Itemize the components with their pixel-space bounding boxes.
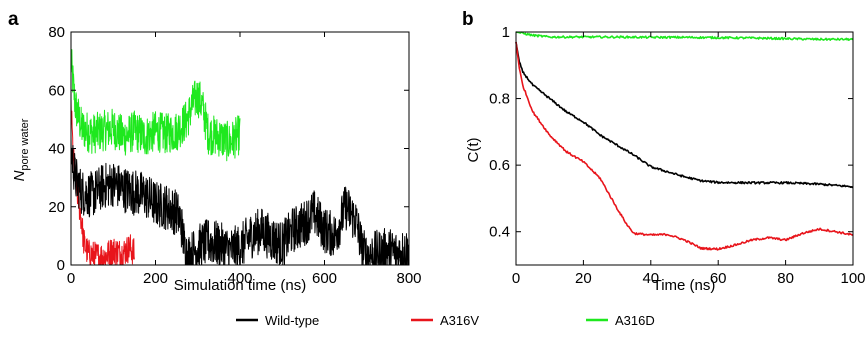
panel-a-ticks: 0 200 400 600 800 0 20 40 60 80 bbox=[48, 24, 421, 287]
panel-b-xtick-label: 0 bbox=[512, 270, 520, 287]
panel-a-ylabel: Npore water bbox=[11, 118, 31, 181]
panel-b-xlabel: Time (ns) bbox=[653, 277, 716, 294]
panel-a-xtick-label: 0 bbox=[67, 270, 75, 287]
panel-a-xtick-label: 400 bbox=[227, 270, 252, 287]
panel-b-xtick-label: 40 bbox=[642, 270, 659, 287]
panel-b-frame bbox=[515, 31, 854, 266]
panel-a-ytick-label: 40 bbox=[48, 141, 65, 158]
panel-a-ytick-label: 80 bbox=[48, 24, 65, 41]
panel-a-xlabel: Simulation time (ns) bbox=[174, 277, 307, 294]
panel-b-ytick-label: 0.4 bbox=[489, 224, 510, 241]
legend-label-a316d: A316D bbox=[615, 313, 655, 328]
panel-b-xtick-label: 60 bbox=[710, 270, 727, 287]
legend: Wild-type A316V A316D bbox=[236, 313, 655, 328]
panel-a-series bbox=[70, 49, 410, 266]
panel-b-ytick-label: 0.8 bbox=[489, 91, 510, 108]
panel-a-label: a bbox=[8, 9, 19, 30]
panel-a-ytick-label: 0 bbox=[57, 257, 65, 274]
panel-a-ytick-label: 60 bbox=[48, 82, 65, 99]
panel-b-xtick-label: 20 bbox=[575, 270, 592, 287]
panel-a-series-a316v bbox=[70, 100, 135, 266]
panel-b-series-a316d bbox=[515, 31, 854, 41]
panel-a-series-wild-type bbox=[70, 136, 410, 266]
panel-b-ytick-label: 0.6 bbox=[489, 157, 510, 174]
panel-a: a 0 200 400 600 800 0 20 40 60 80 Simulation time… bbox=[8, 9, 422, 294]
panel-b-series-wild-type bbox=[515, 41, 854, 189]
panel-b-label: b bbox=[462, 9, 474, 30]
panel-a-ylabel-sub: pore water bbox=[19, 118, 31, 170]
panel-a-xtick-label: 200 bbox=[143, 270, 168, 287]
panel-a-xtick-label: 600 bbox=[312, 270, 337, 287]
legend-label-wild-type: Wild-type bbox=[265, 313, 319, 328]
legend-label-a316v: A316V bbox=[440, 313, 479, 328]
panel-b-xtick-label: 80 bbox=[777, 270, 794, 287]
panel-b-series-a316v bbox=[515, 41, 854, 251]
panel-a-ylabel-main: N bbox=[11, 170, 28, 181]
panel-b-ytick-label: 1 bbox=[502, 24, 510, 41]
panel-b-series bbox=[515, 31, 854, 251]
panel-b-ylabel: C(t) bbox=[465, 138, 482, 163]
panel-a-series-a316d bbox=[70, 49, 241, 162]
panel-b: b 0 20 40 60 80 100 0.4 0.6 0.8 1 Time (ns) C(t) bbox=[462, 9, 866, 294]
panel-b-xtick-label: 100 bbox=[840, 270, 865, 287]
panel-a-ytick-label: 20 bbox=[48, 199, 65, 216]
panel-a-xtick-label: 800 bbox=[396, 270, 421, 287]
panel-b-ticks: 0 20 40 60 80 100 0.4 0.6 0.8 1 bbox=[489, 24, 865, 287]
